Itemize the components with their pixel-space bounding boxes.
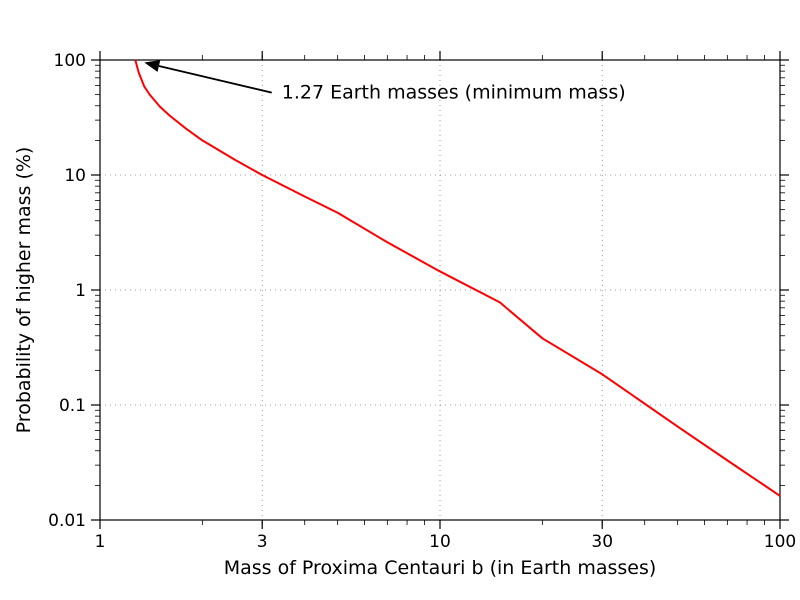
x-tick-label: 100 [764, 532, 796, 552]
y-tick-label: 0.1 [59, 396, 86, 416]
y-axis-label: Probability of higher mass (%) [13, 147, 35, 434]
chart-svg: 1 3 10 30 100 0.01 0.1 1 10 100 Mass of Proxima Ce… [0, 0, 800, 600]
y-tick-label: 10 [64, 166, 86, 186]
x-tick-label: 30 [591, 532, 613, 552]
x-tick-label: 10 [429, 532, 451, 552]
y-tick-label: 100 [54, 51, 86, 71]
chart-container: 1 3 10 30 100 0.01 0.1 1 10 100 Mass of Proxima Ce… [0, 0, 800, 600]
x-tick-label: 1 [95, 532, 106, 552]
y-tick-label: 1 [75, 281, 86, 301]
x-axis-label: Mass of Proxima Centauri b (in Earth mas… [224, 557, 657, 579]
y-tick-label: 0.01 [48, 511, 86, 531]
x-tick-label: 3 [257, 532, 268, 552]
annotation-text: 1.27 Earth masses (minimum mass) [282, 82, 626, 104]
